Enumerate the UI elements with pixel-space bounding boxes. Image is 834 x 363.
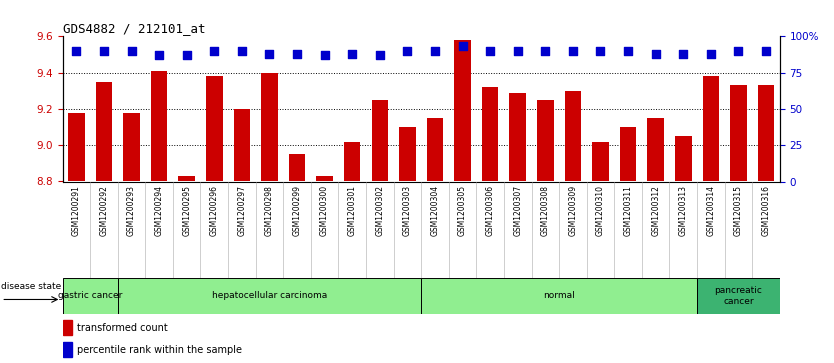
Text: GSM1200298: GSM1200298 (265, 185, 274, 236)
Point (235, 48, 249, 54)
Text: GSM1200292: GSM1200292 (99, 185, 108, 236)
Bar (151, 71, 168, 182)
Text: disease state: disease state (1, 282, 62, 291)
Point (676, 51, 690, 57)
Point (70, 48, 83, 54)
Text: GSM1200312: GSM1200312 (651, 185, 661, 236)
Point (456, 44, 470, 49)
Text: GSM1200293: GSM1200293 (127, 185, 136, 236)
Text: gastric cancer: gastric cancer (58, 291, 123, 300)
Point (759, 48, 772, 54)
Bar (421, 278, 697, 314)
Bar (123, 113, 140, 182)
Point (731, 48, 745, 54)
Bar (261, 73, 278, 182)
Bar (730, 85, 746, 182)
Bar (675, 136, 691, 182)
Point (704, 51, 717, 57)
Point (400, 48, 414, 54)
Point (566, 48, 580, 54)
Text: hepatocellular carcinoma: hepatocellular carcinoma (212, 291, 327, 300)
Point (429, 48, 442, 54)
Point (594, 48, 607, 54)
Point (153, 52, 166, 58)
Text: GSM1200295: GSM1200295 (182, 185, 191, 236)
Text: GSM1200308: GSM1200308 (540, 185, 550, 236)
Text: GSM1200294: GSM1200294 (154, 185, 163, 236)
Text: GSM1200302: GSM1200302 (375, 185, 384, 236)
Point (125, 48, 138, 54)
Bar (68, 113, 84, 182)
Bar (697, 278, 780, 314)
Text: GSM1200316: GSM1200316 (761, 185, 771, 236)
Text: GSM1200296: GSM1200296 (210, 185, 219, 236)
Bar (96, 82, 113, 182)
Text: GSM1200311: GSM1200311 (624, 185, 632, 236)
Point (649, 51, 662, 57)
Bar (758, 85, 774, 182)
Bar (344, 142, 360, 182)
Text: GSM1200303: GSM1200303 (403, 185, 412, 236)
Bar (510, 93, 526, 182)
Bar (647, 118, 664, 182)
Point (318, 52, 331, 58)
Bar (63, 342, 72, 357)
Bar (289, 154, 305, 182)
Point (539, 48, 552, 54)
Text: GSM1200313: GSM1200313 (679, 185, 688, 236)
Bar (118, 278, 421, 314)
Text: normal: normal (543, 291, 575, 300)
Point (208, 48, 221, 54)
Text: GSM1200297: GSM1200297 (238, 185, 246, 236)
Text: GSM1200310: GSM1200310 (596, 185, 605, 236)
Point (263, 51, 276, 57)
Bar (316, 176, 333, 182)
Text: GSM1200299: GSM1200299 (293, 185, 302, 236)
Text: GSM1200304: GSM1200304 (430, 185, 440, 236)
Bar (620, 127, 636, 182)
Bar (234, 109, 250, 182)
Bar (537, 100, 554, 182)
Text: pancreatic
cancer: pancreatic cancer (715, 286, 762, 306)
Point (621, 48, 635, 54)
Bar (399, 127, 415, 182)
Bar (702, 76, 719, 182)
Point (345, 51, 359, 57)
Bar (63, 278, 118, 314)
Bar (455, 40, 471, 182)
Text: GSM1200301: GSM1200301 (348, 185, 357, 236)
Bar (206, 76, 223, 182)
Bar (482, 87, 499, 182)
Text: GSM1200315: GSM1200315 (734, 185, 743, 236)
Bar (63, 320, 72, 335)
Point (180, 52, 193, 58)
Text: GSM1200314: GSM1200314 (706, 185, 716, 236)
Bar (371, 100, 388, 182)
Text: percentile rank within the sample: percentile rank within the sample (77, 345, 242, 355)
Point (484, 48, 497, 54)
Text: GDS4882 / 212101_at: GDS4882 / 212101_at (63, 22, 205, 35)
Text: GSM1200291: GSM1200291 (72, 185, 81, 236)
Point (290, 51, 304, 57)
Text: transformed count: transformed count (77, 323, 168, 333)
Bar (592, 142, 609, 182)
Text: GSM1200305: GSM1200305 (458, 185, 467, 236)
Text: GSM1200306: GSM1200306 (485, 185, 495, 236)
Text: GSM1200309: GSM1200309 (569, 185, 577, 236)
Text: GSM1200300: GSM1200300 (320, 185, 329, 236)
Text: GSM1200307: GSM1200307 (513, 185, 522, 236)
Bar (565, 91, 581, 182)
Bar (427, 118, 443, 182)
Point (373, 52, 386, 58)
Point (511, 48, 525, 54)
Point (98, 48, 111, 54)
Bar (178, 176, 195, 182)
